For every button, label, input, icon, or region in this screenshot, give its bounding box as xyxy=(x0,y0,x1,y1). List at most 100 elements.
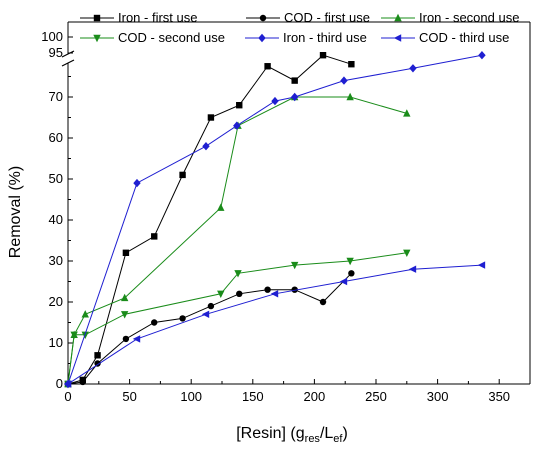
data-point xyxy=(94,360,101,367)
x-tick-label: 200 xyxy=(304,389,326,404)
legend-marker xyxy=(93,34,101,43)
data-point xyxy=(236,102,243,109)
series-line xyxy=(67,264,482,385)
x-tick-label: 100 xyxy=(180,389,202,404)
data-point xyxy=(179,315,186,322)
data-point xyxy=(348,61,355,68)
y-tick-label: 10 xyxy=(49,335,63,350)
data-point xyxy=(120,311,129,319)
legend-entry: COD - first use xyxy=(246,10,370,25)
data-point xyxy=(120,293,129,302)
legend-label: Iron - third use xyxy=(283,30,367,45)
data-point xyxy=(122,249,130,256)
x-axis-label-mid: /L xyxy=(320,425,333,442)
x-tick-label: 250 xyxy=(365,389,387,404)
legend-marker xyxy=(394,13,402,22)
data-point xyxy=(346,257,354,266)
data-point xyxy=(234,270,242,278)
legend-marker xyxy=(258,33,266,43)
data-point xyxy=(79,378,86,386)
data-point xyxy=(217,203,225,211)
plot-frame xyxy=(61,21,531,385)
series-6 xyxy=(63,261,486,388)
series-5 xyxy=(64,51,486,389)
data-point xyxy=(291,286,298,293)
y-tick-label: 0 xyxy=(56,376,63,391)
x-axis-label-sub2: ef xyxy=(333,433,343,445)
data-point xyxy=(348,270,355,277)
data-point xyxy=(151,233,158,240)
x-axis-label: [Resin] (gres/Lef) xyxy=(236,425,348,445)
data-point xyxy=(133,178,141,188)
legend-entry: COD - third use xyxy=(381,30,509,45)
data-point xyxy=(151,319,158,326)
data-point xyxy=(264,63,271,70)
data-point xyxy=(94,352,101,359)
x-axis-label-main: [Resin] (g xyxy=(236,425,304,442)
legend-label: Iron - second use xyxy=(419,10,519,25)
x-tick-label: 350 xyxy=(488,389,510,404)
y-tick-label: 30 xyxy=(49,253,63,268)
axis-break-mark xyxy=(61,50,75,58)
series-line xyxy=(67,96,407,385)
data-point xyxy=(403,249,411,257)
y-tick-label: 70 xyxy=(49,89,63,104)
legend-entry: Iron - third use xyxy=(245,30,367,45)
data-point xyxy=(207,302,215,310)
y-axis-label: Removal (%) xyxy=(7,166,24,258)
data-point xyxy=(264,286,271,293)
axis-ticks: 0 50 100 150 200 250 300 3500102030405060709510… xyxy=(41,29,510,404)
legend-marker xyxy=(259,14,267,22)
y-tick-label: 50 xyxy=(49,171,63,186)
y-tick-label: 20 xyxy=(49,294,63,309)
data-point xyxy=(346,92,354,101)
data-point xyxy=(291,77,298,84)
series-3 xyxy=(64,92,411,388)
axis-break-mark xyxy=(61,59,75,67)
data-point xyxy=(339,277,348,286)
x-axis-label-end: ) xyxy=(342,425,347,442)
data-point xyxy=(409,64,417,73)
y-tick-label: 60 xyxy=(49,130,63,145)
data-point xyxy=(122,335,130,343)
legend-entry: Iron - first use xyxy=(80,10,197,25)
legend-entry: COD - second use xyxy=(80,30,225,45)
series-1 xyxy=(64,52,355,388)
data-point xyxy=(202,142,210,151)
legend-label: Iron - first use xyxy=(118,10,197,25)
data-point xyxy=(478,51,486,60)
x-tick-label: 300 xyxy=(427,389,449,404)
y-tick-label: 40 xyxy=(49,212,63,227)
legend-entry: Iron - second use xyxy=(381,10,519,25)
data-point xyxy=(408,265,417,273)
legend-marker xyxy=(393,34,402,42)
x-tick-label: 150 xyxy=(242,389,264,404)
legend-label: COD - first use xyxy=(284,10,370,25)
data-point xyxy=(319,298,327,306)
data-point xyxy=(340,76,348,85)
data-point xyxy=(81,310,89,318)
legend-label: COD - second use xyxy=(118,30,225,45)
data-point xyxy=(271,96,279,106)
data-point xyxy=(179,171,186,179)
data-point xyxy=(290,261,299,270)
series-layer xyxy=(63,51,486,389)
x-axis-label-sub1: res xyxy=(305,433,321,445)
x-tick-label: 0 xyxy=(64,389,71,404)
data-point xyxy=(236,290,243,297)
data-point xyxy=(477,261,486,269)
y-tick-label: 100 xyxy=(41,29,63,44)
data-point xyxy=(63,380,72,388)
data-point xyxy=(132,335,141,343)
legend: Iron - first use COD - first use Iron - se… xyxy=(80,10,519,45)
data-point xyxy=(217,290,225,298)
data-point xyxy=(201,310,210,318)
data-point xyxy=(270,290,279,298)
series-4 xyxy=(64,249,411,389)
data-point xyxy=(290,92,299,102)
data-point xyxy=(319,52,327,59)
y-tick-label: 95 xyxy=(49,45,63,60)
data-point xyxy=(207,114,215,121)
series-line xyxy=(67,54,352,385)
